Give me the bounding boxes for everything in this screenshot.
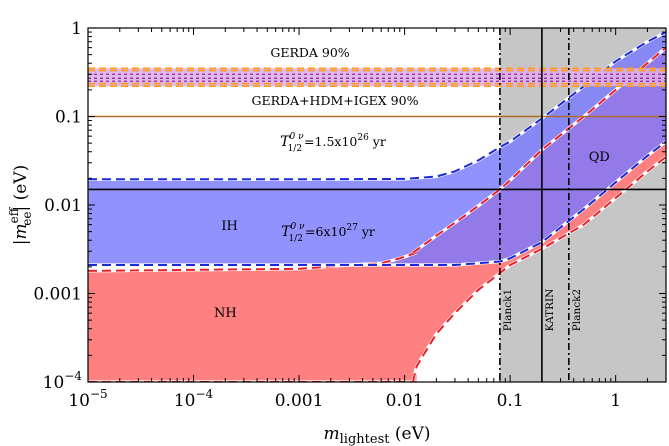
x-tick-label-2: 0.001 <box>275 391 324 411</box>
x-tick-label-5: 1 <box>610 391 621 411</box>
band-ih-2-upper-edge <box>88 31 666 181</box>
band-nh-0-upper-edge <box>88 251 417 272</box>
gerda-label: GERDA 90% <box>270 45 349 60</box>
y-axis-title: |meffee| (eV) <box>7 165 34 245</box>
vline-label-planck2: Planck2 <box>571 289 583 331</box>
vline-label-katrin: KATRIN <box>544 289 556 332</box>
hdm-label: GERDA+HDM+IGEX 90% <box>252 93 419 108</box>
halflife-label-0: T0 ν 1/2 =1.5x1026 yr <box>280 132 386 154</box>
band-nh-1-upper-edge <box>412 46 666 254</box>
x-tick-label-3: 0.01 <box>386 391 424 411</box>
y-tick-label-1: 0.001 <box>33 285 82 305</box>
region-label-qd: QD <box>589 150 610 165</box>
x-tick-label-4: 0.1 <box>497 391 524 411</box>
plot-frame <box>87 27 667 383</box>
x-tick-label-1: 10−4 <box>174 387 214 411</box>
vline-label-planck1: Planck1 <box>502 289 514 331</box>
band-ih-2 <box>88 32 666 265</box>
x-tick-label-0: 10−5 <box>68 387 107 411</box>
y-tick-label-2: 0.01 <box>44 196 82 216</box>
halflife-label-1: T0 ν 1/2 =6x1027 yr <box>281 222 375 244</box>
x-axis-title: mlightest (eV) <box>324 424 431 446</box>
region-label-nh: NH <box>214 306 237 321</box>
band-nh-0 <box>88 252 417 382</box>
band-ih-2-lower-edge <box>88 140 666 266</box>
y-tick-label-3: 0.1 <box>55 108 82 128</box>
y-tick-label-4: 1 <box>71 19 82 39</box>
region-label-ih: IH <box>221 219 237 234</box>
chart-labels: 10−5 10−4 0.001 0.01 0.1 110−40.0010.010.11ml… <box>7 19 621 446</box>
y-tick-label-0: 10−4 <box>43 369 83 393</box>
plot-area <box>88 28 666 382</box>
